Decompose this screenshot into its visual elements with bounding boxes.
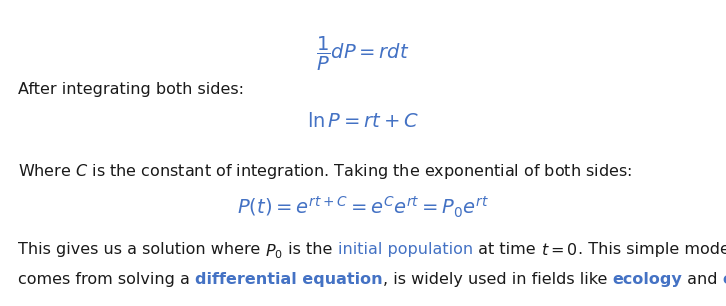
Text: $P(t) = e^{rt+C} = e^{C}e^{rt} = P_0e^{rt}$: $P(t) = e^{rt+C} = e^{C}e^{rt} = P_0e^{r… [237, 195, 489, 220]
Text: at time: at time [473, 242, 541, 257]
Text: and: and [682, 272, 722, 287]
Text: $P_0$: $P_0$ [266, 242, 283, 261]
Text: comes from solving a: comes from solving a [18, 272, 195, 287]
Text: . This simple model, which: . This simple model, which [578, 242, 726, 257]
Text: initial population: initial population [338, 242, 473, 257]
Text: ecology: ecology [612, 272, 682, 287]
Text: is the: is the [283, 242, 338, 257]
Text: $\dfrac{1}{P}dP = rdt$: $\dfrac{1}{P}dP = rdt$ [317, 35, 409, 73]
Text: Where $C$ is the constant of integration. Taking the exponential of both sides:: Where $C$ is the constant of integration… [18, 162, 632, 181]
Text: $t = 0$: $t = 0$ [541, 242, 578, 258]
Text: After integrating both sides:: After integrating both sides: [18, 82, 244, 97]
Text: $\ln P = rt + C$: $\ln P = rt + C$ [307, 112, 419, 131]
Text: economics: economics [722, 272, 726, 287]
Text: This gives us a solution where: This gives us a solution where [18, 242, 266, 257]
Text: differential equation: differential equation [195, 272, 383, 287]
Text: , is widely used in fields like: , is widely used in fields like [383, 272, 612, 287]
